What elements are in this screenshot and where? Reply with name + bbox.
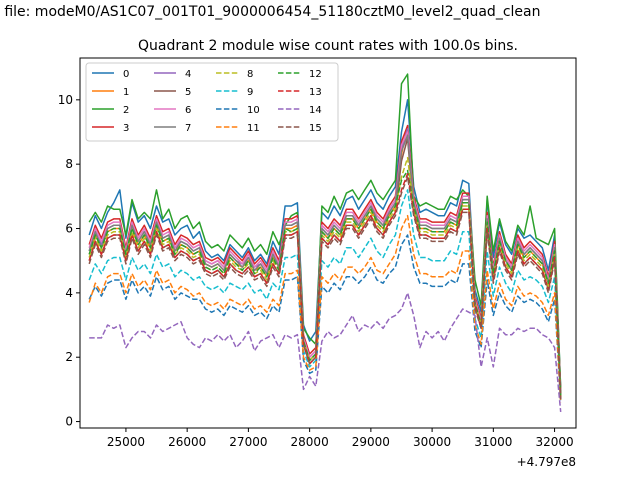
legend-label: 4 <box>185 69 191 80</box>
series-line-13 <box>88 173 562 400</box>
series-lines <box>88 73 562 412</box>
y-tick-label: 8 <box>65 157 73 171</box>
series-line-14 <box>89 292 562 412</box>
legend-label: 8 <box>247 69 253 80</box>
legend-label: 7 <box>185 123 191 134</box>
axes-frame <box>79 57 577 429</box>
y-tick-label: 10 <box>58 93 73 107</box>
x-tick-label: 32000 <box>535 435 573 449</box>
legend-label: 3 <box>123 123 129 134</box>
x-axis: 25000 26000 27000 28000 29000 30000 31000 32000 <box>107 428 574 449</box>
legend-label: 13 <box>309 87 322 98</box>
y-tick-label: 2 <box>65 350 73 364</box>
x-tick-label: 25000 <box>107 435 145 449</box>
series-line-15 <box>88 176 562 400</box>
y-tick-label: 4 <box>65 286 73 300</box>
legend-label: 15 <box>309 123 322 134</box>
y-tick-label: 0 <box>65 415 73 429</box>
legend-label: 1 <box>123 87 129 98</box>
x-tick-label: 26000 <box>168 435 206 449</box>
legend-label: 14 <box>309 105 322 116</box>
figure-suptitle: n file: modeM0/AS1C07_001T01_9000006454_… <box>0 4 541 20</box>
chart-title: Quadrant 2 module wise count rates with … <box>138 38 518 54</box>
series-line-11 <box>88 214 562 403</box>
legend-label: 12 <box>309 69 322 80</box>
x-tick-label: 28000 <box>291 435 329 449</box>
legend-label: 2 <box>123 105 129 116</box>
y-axis: 0 2 4 6 8 10 <box>58 93 80 429</box>
legend-label: 9 <box>247 87 253 98</box>
x-tick-label: 27000 <box>229 435 267 449</box>
series-line-2 <box>88 73 562 390</box>
y-tick-label: 6 <box>65 222 73 236</box>
x-tick-label: 30000 <box>413 435 451 449</box>
legend-label: 10 <box>247 105 260 116</box>
legend-label: 6 <box>185 105 191 116</box>
legend-frame <box>85 62 339 142</box>
legend-label: 0 <box>123 69 129 80</box>
legend-label: 11 <box>247 123 260 134</box>
x-offset-label: +4.797e8 <box>517 455 576 469</box>
x-tick-label: 31000 <box>474 435 512 449</box>
x-tick-label: 29000 <box>352 435 390 449</box>
legend-label: 5 <box>185 87 191 98</box>
